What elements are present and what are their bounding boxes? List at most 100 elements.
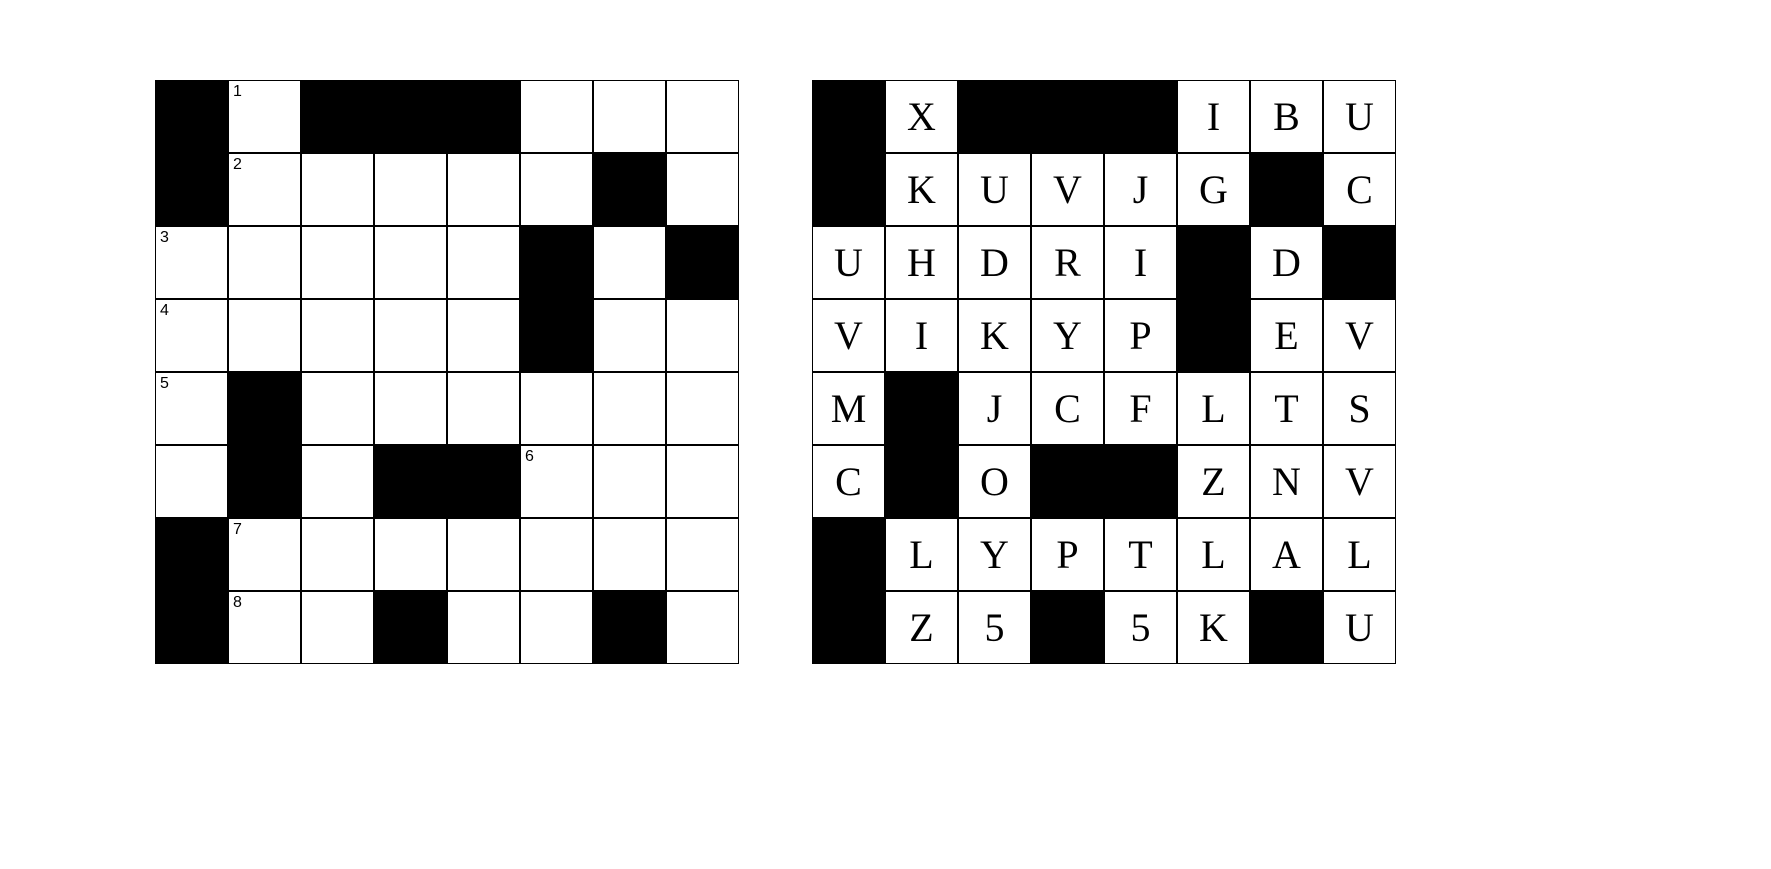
cell-letter: U: [1345, 604, 1374, 651]
white-cell: 1: [228, 80, 301, 153]
white-cell: B: [1250, 80, 1323, 153]
white-cell: 8: [228, 591, 301, 664]
cell-letter: I: [1134, 239, 1147, 286]
white-cell: C: [1031, 372, 1104, 445]
white-cell: [447, 299, 520, 372]
white-cell: U: [812, 226, 885, 299]
black-cell: [228, 372, 301, 445]
clue-number: 2: [233, 156, 242, 174]
cell-letter: H: [907, 239, 936, 286]
white-cell: L: [1177, 518, 1250, 591]
white-cell: 5: [1104, 591, 1177, 664]
white-cell: O: [958, 445, 1031, 518]
black-cell: [812, 518, 885, 591]
cell-letter: L: [1201, 385, 1225, 432]
white-cell: D: [1250, 226, 1323, 299]
cell-letter: D: [1272, 239, 1301, 286]
white-cell: N: [1250, 445, 1323, 518]
white-cell: [593, 518, 666, 591]
white-cell: [447, 518, 520, 591]
black-cell: [958, 80, 1031, 153]
cell-letter: V: [1345, 458, 1374, 505]
white-cell: [666, 445, 739, 518]
white-cell: V: [1031, 153, 1104, 226]
white-cell: L: [1323, 518, 1396, 591]
black-cell: [1031, 591, 1104, 664]
white-cell: [301, 518, 374, 591]
white-cell: 2: [228, 153, 301, 226]
white-cell: F: [1104, 372, 1177, 445]
white-cell: [447, 226, 520, 299]
white-cell: H: [885, 226, 958, 299]
white-cell: I: [885, 299, 958, 372]
white-cell: U: [1323, 80, 1396, 153]
black-cell: [1031, 80, 1104, 153]
clue-number: 5: [160, 375, 169, 393]
white-cell: T: [1104, 518, 1177, 591]
white-cell: L: [885, 518, 958, 591]
white-cell: 6: [520, 445, 593, 518]
cell-letter: Z: [1201, 458, 1225, 505]
white-cell: G: [1177, 153, 1250, 226]
white-cell: I: [1177, 80, 1250, 153]
black-cell: [447, 445, 520, 518]
white-cell: [593, 299, 666, 372]
cell-letter: U: [980, 166, 1009, 213]
white-cell: [301, 226, 374, 299]
white-cell: T: [1250, 372, 1323, 445]
left-crossword-grid: 1 2 3 4 5 6 7 8: [155, 80, 739, 664]
white-cell: A: [1250, 518, 1323, 591]
white-cell: V: [1323, 445, 1396, 518]
black-cell: [374, 591, 447, 664]
white-cell: [374, 518, 447, 591]
white-cell: [666, 153, 739, 226]
white-cell: [374, 226, 447, 299]
cell-letter: M: [831, 385, 867, 432]
white-cell: 7: [228, 518, 301, 591]
white-cell: [666, 591, 739, 664]
white-cell: [666, 299, 739, 372]
black-cell: [301, 80, 374, 153]
black-cell: [374, 445, 447, 518]
cell-letter: X: [907, 93, 936, 140]
cell-letter: Y: [1053, 312, 1082, 359]
white-cell: [301, 299, 374, 372]
white-cell: [520, 153, 593, 226]
black-cell: [155, 153, 228, 226]
clue-number: 3: [160, 229, 169, 247]
black-cell: [520, 299, 593, 372]
cell-letter: T: [1274, 385, 1298, 432]
white-cell: P: [1104, 299, 1177, 372]
white-cell: C: [812, 445, 885, 518]
black-cell: [520, 226, 593, 299]
black-cell: [1323, 226, 1396, 299]
clue-number: 4: [160, 302, 169, 320]
white-cell: Z: [885, 591, 958, 664]
black-cell: [1104, 80, 1177, 153]
clue-number: 6: [525, 448, 534, 466]
white-cell: [447, 153, 520, 226]
white-cell: [374, 372, 447, 445]
black-cell: [885, 372, 958, 445]
white-cell: [666, 518, 739, 591]
white-cell: K: [1177, 591, 1250, 664]
cell-letter: Z: [909, 604, 933, 651]
cell-letter: B: [1273, 93, 1300, 140]
white-cell: Y: [1031, 299, 1104, 372]
cell-letter: V: [1053, 166, 1082, 213]
white-cell: U: [1323, 591, 1396, 664]
cell-letter: J: [987, 385, 1003, 432]
cell-letter: V: [1345, 312, 1374, 359]
cell-letter: R: [1054, 239, 1081, 286]
white-cell: [593, 80, 666, 153]
black-cell: [812, 153, 885, 226]
cell-letter: K: [980, 312, 1009, 359]
white-cell: [374, 153, 447, 226]
black-cell: [1250, 153, 1323, 226]
clue-number: 7: [233, 521, 242, 539]
white-cell: D: [958, 226, 1031, 299]
black-cell: [593, 153, 666, 226]
white-cell: [593, 445, 666, 518]
clue-number: 1: [233, 83, 242, 101]
white-cell: [301, 445, 374, 518]
